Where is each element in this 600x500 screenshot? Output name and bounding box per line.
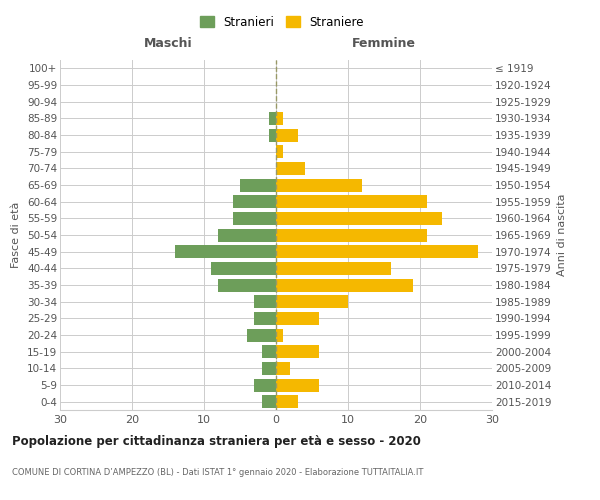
- Bar: [240, 178, 276, 192]
- Bar: [276, 295, 348, 308]
- Bar: [269, 112, 276, 125]
- Bar: [175, 245, 276, 258]
- Bar: [276, 145, 283, 158]
- Bar: [254, 312, 276, 325]
- Bar: [262, 395, 276, 408]
- Bar: [276, 395, 298, 408]
- Bar: [218, 228, 276, 241]
- Y-axis label: Anni di nascita: Anni di nascita: [557, 194, 567, 276]
- Text: Maschi: Maschi: [143, 37, 193, 50]
- Bar: [276, 262, 391, 275]
- Bar: [276, 245, 478, 258]
- Legend: Stranieri, Straniere: Stranieri, Straniere: [195, 11, 369, 34]
- Bar: [233, 195, 276, 208]
- Bar: [276, 212, 442, 225]
- Bar: [276, 162, 305, 175]
- Text: COMUNE DI CORTINA D’AMPEZZO (BL) - Dati ISTAT 1° gennaio 2020 - Elaborazione TUT: COMUNE DI CORTINA D’AMPEZZO (BL) - Dati …: [12, 468, 424, 477]
- Bar: [247, 328, 276, 342]
- Bar: [262, 345, 276, 358]
- Bar: [276, 128, 298, 141]
- Y-axis label: Fasce di età: Fasce di età: [11, 202, 22, 268]
- Bar: [276, 345, 319, 358]
- Bar: [276, 378, 319, 392]
- Bar: [276, 112, 283, 125]
- Text: Popolazione per cittadinanza straniera per età e sesso - 2020: Popolazione per cittadinanza straniera p…: [12, 435, 421, 448]
- Bar: [218, 278, 276, 291]
- Bar: [276, 195, 427, 208]
- Bar: [269, 128, 276, 141]
- Text: Femmine: Femmine: [352, 37, 416, 50]
- Bar: [262, 362, 276, 375]
- Bar: [276, 328, 283, 342]
- Bar: [254, 378, 276, 392]
- Bar: [211, 262, 276, 275]
- Bar: [276, 178, 362, 192]
- Bar: [276, 312, 319, 325]
- Bar: [276, 278, 413, 291]
- Bar: [276, 228, 427, 241]
- Bar: [276, 362, 290, 375]
- Bar: [233, 212, 276, 225]
- Bar: [254, 295, 276, 308]
